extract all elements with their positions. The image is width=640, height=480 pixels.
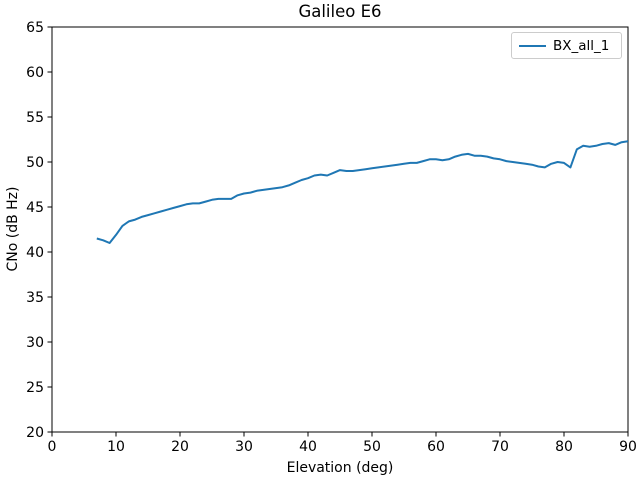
y-tick-label: 55 xyxy=(26,110,44,126)
x-tick-label: 60 xyxy=(427,439,445,455)
y-tick-label: 20 xyxy=(26,425,44,441)
y-tick-label: 65 xyxy=(26,20,44,36)
x-tick-label: 40 xyxy=(299,439,317,455)
x-tick-label: 90 xyxy=(619,439,637,455)
legend-line-swatch xyxy=(519,44,546,47)
x-tick-label: 0 xyxy=(48,439,57,455)
x-tick-label: 20 xyxy=(171,439,189,455)
legend-label: BX_all_1 xyxy=(553,37,610,54)
y-tick-label: 60 xyxy=(26,65,44,81)
y-tick-label: 40 xyxy=(26,245,44,261)
x-tick-label: 80 xyxy=(555,439,573,455)
x-tick-label: 70 xyxy=(491,439,509,455)
x-tick-label: 30 xyxy=(235,439,253,455)
x-axis-label: Elevation (deg) xyxy=(286,460,394,476)
axes-spines xyxy=(51,26,629,433)
legend: BX_all_1 xyxy=(511,32,622,59)
chart-title: Galileo E6 xyxy=(298,2,382,21)
y-tick-label: 25 xyxy=(26,380,44,396)
y-tick-label: 35 xyxy=(26,290,44,306)
y-tick-label: 45 xyxy=(26,200,44,216)
x-tick-label: 10 xyxy=(107,439,125,455)
series-line-BX_all_1 xyxy=(96,140,629,244)
y-tick-label: 50 xyxy=(26,155,44,171)
y-tick-label: 30 xyxy=(26,335,44,351)
x-tick-label: 50 xyxy=(363,439,381,455)
